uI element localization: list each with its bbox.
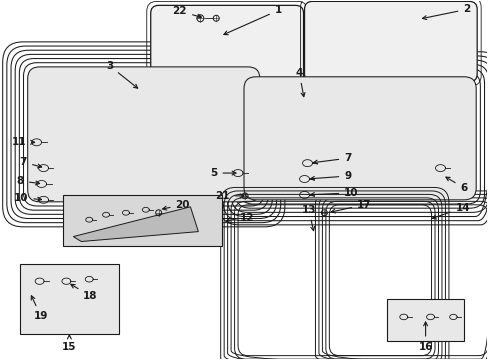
Text: 22: 22 <box>172 6 201 18</box>
Text: 12: 12 <box>225 213 254 223</box>
Text: 13: 13 <box>301 205 315 231</box>
Text: 20: 20 <box>163 200 190 210</box>
Text: 11: 11 <box>12 137 35 147</box>
Bar <box>20 264 119 334</box>
Text: 3: 3 <box>106 61 138 88</box>
Polygon shape <box>73 207 198 242</box>
Bar <box>386 299 463 341</box>
Text: 4: 4 <box>295 68 305 97</box>
Text: 6: 6 <box>445 177 467 193</box>
Text: 9: 9 <box>310 171 351 181</box>
Text: 19: 19 <box>31 296 48 321</box>
FancyBboxPatch shape <box>304 1 476 82</box>
Text: 18: 18 <box>71 284 98 301</box>
Bar <box>63 195 222 247</box>
Text: 1: 1 <box>224 5 282 35</box>
Text: 2: 2 <box>422 4 469 19</box>
Text: 5: 5 <box>210 168 236 178</box>
FancyBboxPatch shape <box>150 5 303 83</box>
Text: 16: 16 <box>418 322 432 352</box>
Text: 10: 10 <box>14 193 41 203</box>
Text: 10: 10 <box>310 188 358 198</box>
Text: 14: 14 <box>431 203 469 219</box>
Text: 7: 7 <box>20 157 41 168</box>
Text: 21: 21 <box>215 191 244 201</box>
Text: 15: 15 <box>62 335 77 352</box>
Text: 7: 7 <box>313 153 351 164</box>
FancyBboxPatch shape <box>28 67 259 202</box>
FancyBboxPatch shape <box>244 77 475 200</box>
Text: 8: 8 <box>17 176 40 186</box>
Text: 17: 17 <box>330 200 371 213</box>
